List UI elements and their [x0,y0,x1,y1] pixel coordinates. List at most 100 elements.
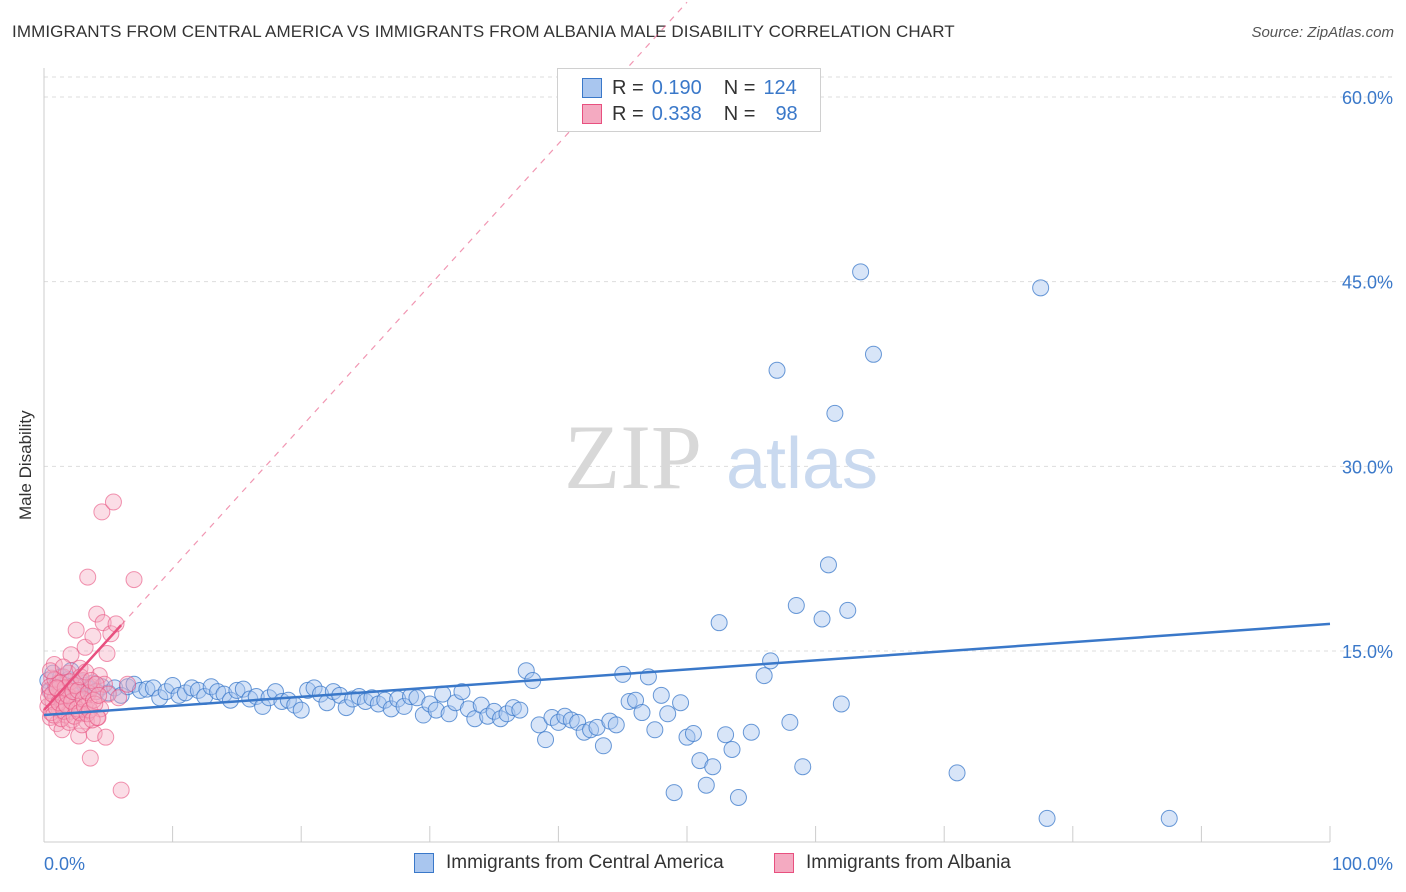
y-axis-label: Male Disability [16,410,35,520]
data-point-central-america [832,695,850,713]
data-point-central-america [459,700,477,718]
series-central-america-points [39,263,1178,827]
legend-r-label: R = [612,76,644,99]
data-point-central-america [125,675,143,693]
trend-line-central-america [43,622,1331,717]
y-tick-label: 60.0% [1342,88,1393,108]
data-point-central-america [717,726,735,744]
data-point-central-america [421,695,439,713]
data-point-central-america [672,694,690,712]
data-point-albania [62,646,80,664]
data-point-central-america [569,713,587,731]
data-point-central-america [819,556,837,574]
data-point-albania [88,708,106,726]
legend-row-central-america: R = 0.190 N = 124 [582,75,797,101]
data-point-central-america [164,676,182,694]
data-point-albania [93,503,111,521]
data-point-central-america [112,686,130,704]
data-point-central-america [839,601,857,619]
data-point-albania [104,493,122,511]
trend-line-albania [43,624,123,711]
y-tick-label: 15.0% [1342,642,1393,662]
data-point-albania [112,781,130,799]
data-point-central-america [414,706,432,724]
legend-n-value: 124 [763,76,797,99]
legend-n-label: N = [723,76,756,99]
data-point-central-america [742,723,760,741]
data-point-central-america [337,699,355,717]
data-point-albania [69,681,87,699]
data-point-central-america [620,692,638,710]
data-point-central-america [292,701,310,719]
legend-n-value: 98 [775,102,798,125]
data-point-central-america [665,784,683,802]
legend-r-value: 0.338 [651,102,702,125]
data-point-albania [79,568,97,586]
data-point-central-america [138,680,156,698]
data-point-central-america [794,758,812,776]
data-point-central-america [762,652,780,670]
legend-swatch-blue [414,853,434,873]
watermark: ZIP atlas [564,406,878,508]
data-point-central-america [607,716,625,734]
data-point-central-america [511,701,529,719]
y-tick-label: 30.0% [1342,457,1393,477]
data-point-central-america [453,683,471,701]
data-point-central-america [1160,809,1178,827]
data-point-central-america [697,776,715,794]
data-point-central-america [189,681,207,699]
stats-legend: R = 0.190 N = 124 R = 0.338 N = 98 [557,68,821,132]
data-point-central-america [652,686,670,704]
chart-title: IMMIGRANTS FROM CENTRAL AMERICA VS IMMIG… [12,22,955,41]
data-point-central-america [440,705,458,723]
series-albania-points [39,493,143,799]
data-point-albania [84,627,102,645]
data-point-central-america [1038,809,1056,827]
data-point-central-america [498,705,516,723]
data-point-albania [67,621,85,639]
data-point-central-america [646,721,664,739]
data-point-albania [87,675,105,693]
legend-r-label: R = [612,102,644,125]
watermark-zip: ZIP [564,406,702,508]
legend-swatch-pink [582,104,602,124]
data-point-central-america [395,697,413,715]
data-point-central-america [768,361,786,379]
y-tick-label: 45.0% [1342,273,1393,293]
series-legend: Immigrants from Central America Immigran… [0,852,1406,878]
data-point-albania [97,728,115,746]
data-point-central-america [594,737,612,755]
chart-source: Source: ZipAtlas.com [1251,24,1394,41]
data-point-central-america [787,596,805,614]
x-tick-label-max: 100.0% [1332,854,1393,874]
axes [43,68,1331,843]
data-point-central-america [755,667,773,685]
data-point-central-america [530,716,548,734]
data-point-albania [90,686,108,704]
legend-label-albania: Immigrants from Albania [806,852,1011,873]
data-point-albania [98,644,116,662]
legend-swatch-blue [582,78,602,98]
data-point-central-america [1032,279,1050,297]
data-point-central-america [549,713,567,731]
watermark-atlas: atlas [726,424,878,504]
data-point-central-america [659,705,677,723]
data-point-central-america [228,681,246,699]
data-point-central-america [723,740,741,758]
data-point-central-america [537,731,555,749]
data-point-central-america [633,704,651,722]
legend-r-value: 0.190 [651,76,702,99]
legend-item-albania: Immigrants from Albania [774,852,1011,874]
data-point-albania [90,667,108,685]
data-point-albania [119,675,137,693]
data-point-central-america [781,713,799,731]
data-point-central-america [382,700,400,718]
data-point-albania [125,571,143,589]
data-point-central-america [826,404,844,422]
data-point-albania [88,605,106,623]
data-point-albania [110,689,128,707]
data-point-central-america [813,610,831,628]
x-tick-labels: 0.0% 100.0% [44,854,1393,874]
data-point-central-america [948,764,966,782]
